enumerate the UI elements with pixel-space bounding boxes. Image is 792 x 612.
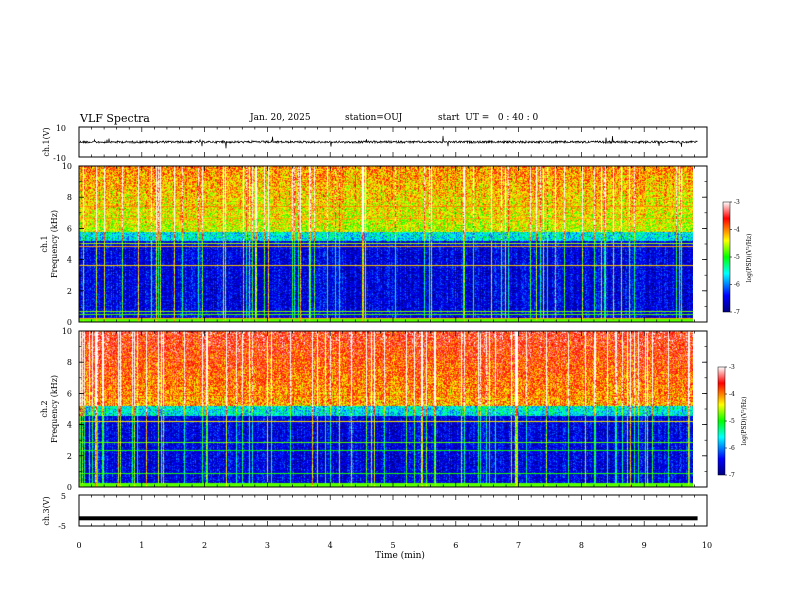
start-time-label: start UT = 0 : 40 : 0	[438, 113, 539, 123]
x-tick-label: 1	[139, 541, 144, 550]
x-axis-label: Time (min)	[375, 550, 425, 561]
ch2-colorbar-ticks: -3 -4 -5 -6 -7	[725, 364, 735, 479]
ch3-ytick-top: 5	[61, 492, 66, 501]
y-tick-label: 0	[67, 483, 72, 492]
ch1-spectrogram-image	[79, 166, 693, 322]
ch1-ytick-bottom: -10	[53, 154, 66, 163]
y-tick-label: 2	[67, 452, 72, 461]
ch2-spectrogram-xticks	[78, 331, 708, 487]
x-tick-label: 2	[202, 541, 207, 550]
x-tick-labels: 0 1 2 3 4 5 6 7 8 9 10	[76, 541, 712, 550]
colorbar-tick-label: -5	[734, 254, 740, 261]
ch1-spectrogram-yticks: 0 2 4 6 8 10	[62, 162, 707, 327]
y-tick-label: 8	[67, 193, 72, 202]
date-label: Jan. 20, 2025	[250, 113, 311, 123]
colorbar-tick-label: -7	[734, 309, 740, 316]
ch1-xticks	[78, 127, 708, 157]
colorbar-tick-label: -5	[729, 418, 735, 425]
colorbar-tick-label: -4	[734, 227, 740, 234]
colorbar-tick-label: -4	[729, 391, 735, 398]
x-tick-label: 10	[702, 541, 712, 550]
y-tick-label: 6	[67, 389, 72, 398]
y-tick-label: 2	[67, 287, 72, 296]
x-tick-label: 9	[642, 541, 647, 550]
ch1-ylabel: ch.1(V)	[42, 127, 51, 156]
ch3-waveform-trace	[79, 516, 698, 521]
ch1-spectrogram-ylabel-1: ch.1	[40, 235, 49, 252]
ch2-spectrogram-image	[79, 331, 693, 487]
ch2-colorbar-label: log(PSD)(V²/Hz)	[741, 397, 748, 446]
chart-title: VLF Spectra	[80, 112, 150, 125]
ch1-waveform-panel: 10 -10 ch.1(V)	[42, 124, 708, 163]
station-label: station=OUJ	[345, 113, 403, 123]
ch1-colorbar-label: log(PSD)(V²/Hz)	[746, 234, 753, 283]
x-tick-label: 8	[579, 541, 584, 550]
ch1-colorbar	[722, 201, 731, 313]
ch2-spectrogram-yticks: 0 2 4 6 8 10	[62, 327, 707, 492]
x-tick-label: 3	[265, 541, 270, 550]
colorbar-tick-label: -6	[729, 445, 735, 452]
colorbar-tick-label: -6	[734, 282, 740, 289]
ch2-spectrogram-ylabel-1: ch.2	[40, 400, 49, 417]
y-tick-label: 4	[67, 256, 72, 265]
y-tick-label: 0	[67, 318, 72, 327]
ch1-colorbar-ticks: -3 -4 -5 -6 -7	[730, 199, 740, 316]
y-tick-label: 6	[67, 224, 72, 233]
ch2-colorbar	[717, 366, 726, 476]
ch2-spectrogram-ylabel-2: Frequency (kHz)	[50, 375, 59, 443]
colorbar-tick-label: -3	[734, 199, 740, 206]
ch3-xticks	[78, 495, 708, 526]
x-tick-label: 5	[390, 541, 395, 550]
ch3-waveform-panel: 5 -5 ch.3(V)	[42, 492, 708, 531]
ch3-ylabel: ch.3(V)	[42, 496, 51, 525]
x-tick-label: 4	[328, 541, 333, 550]
ch1-spectrogram-ylabel-2: Frequency (kHz)	[50, 210, 59, 278]
y-tick-label: 8	[67, 358, 72, 367]
ch1-ytick-top: 10	[56, 124, 66, 133]
y-tick-label: 10	[62, 162, 72, 171]
ch1-waveform-trace	[79, 135, 698, 149]
colorbar-tick-label: -3	[729, 364, 735, 371]
colorbar-tick-label: -7	[729, 472, 735, 479]
y-tick-label: 10	[62, 327, 72, 336]
x-tick-label: 0	[76, 541, 81, 550]
x-tick-label: 7	[516, 541, 521, 550]
ch1-spectrogram-xticks	[78, 166, 708, 322]
x-tick-label: 6	[453, 541, 458, 550]
y-tick-label: 4	[67, 421, 72, 430]
ch3-ytick-bottom: -5	[58, 522, 66, 531]
